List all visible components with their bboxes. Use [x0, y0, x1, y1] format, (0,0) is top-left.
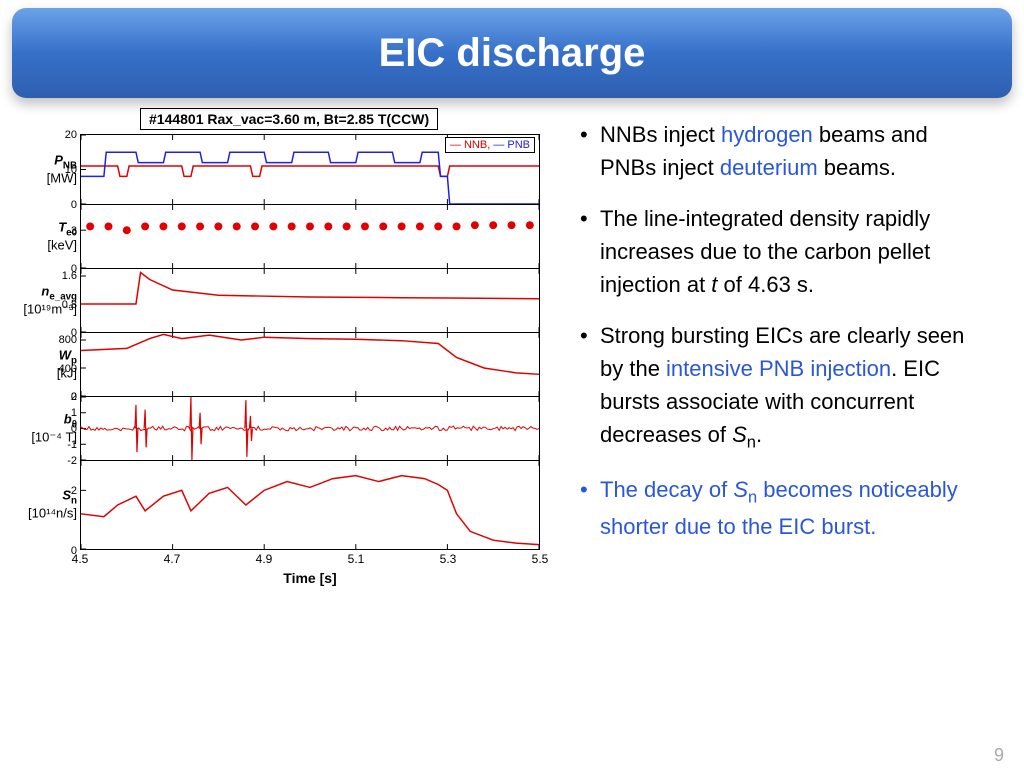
- panel-btheta: bθ[10⁻⁴ T]-2-1012: [80, 396, 540, 460]
- panel-wp: Wp[kJ]0400800: [80, 332, 540, 396]
- x-axis: 4.54.74.95.15.35.5Time [s]: [80, 550, 540, 590]
- bullet-item: The line-integrated density rapidly incr…: [580, 202, 990, 301]
- chart-panels: PNB[MW]01020— NNB, — PNBTe0[keV]03ne_avg…: [80, 134, 540, 550]
- title-bar: EIC discharge: [12, 8, 1012, 98]
- panel-sn: Sn[10¹⁴n/s]02: [80, 460, 540, 550]
- x-label: Time [s]: [283, 570, 336, 586]
- panel-te0: Te0[keV]03: [80, 204, 540, 268]
- bullet-list: NNBs inject hydrogen beams and PNBs inje…: [560, 108, 1000, 738]
- slide-title: EIC discharge: [379, 31, 646, 76]
- panel-pnb: PNB[MW]01020— NNB, — PNB: [80, 134, 540, 204]
- chart-area: #144801 Rax_vac=3.60 m, Bt=2.85 T(CCW) P…: [20, 108, 560, 738]
- bullet-item: The decay of Sn becomes noticeably short…: [580, 473, 990, 543]
- chart-header: #144801 Rax_vac=3.60 m, Bt=2.85 T(CCW): [140, 108, 438, 130]
- content-row: #144801 Rax_vac=3.60 m, Bt=2.85 T(CCW) P…: [0, 98, 1024, 738]
- bullet-item: NNBs inject hydrogen beams and PNBs inje…: [580, 118, 990, 184]
- bullet-item: Strong bursting EICs are clearly seen by…: [580, 319, 990, 455]
- panel-ne: ne_avg[10¹⁹m⁻³]00.81.6: [80, 268, 540, 332]
- page-number: 9: [994, 745, 1004, 766]
- legend: — NNB, — PNB: [445, 137, 535, 153]
